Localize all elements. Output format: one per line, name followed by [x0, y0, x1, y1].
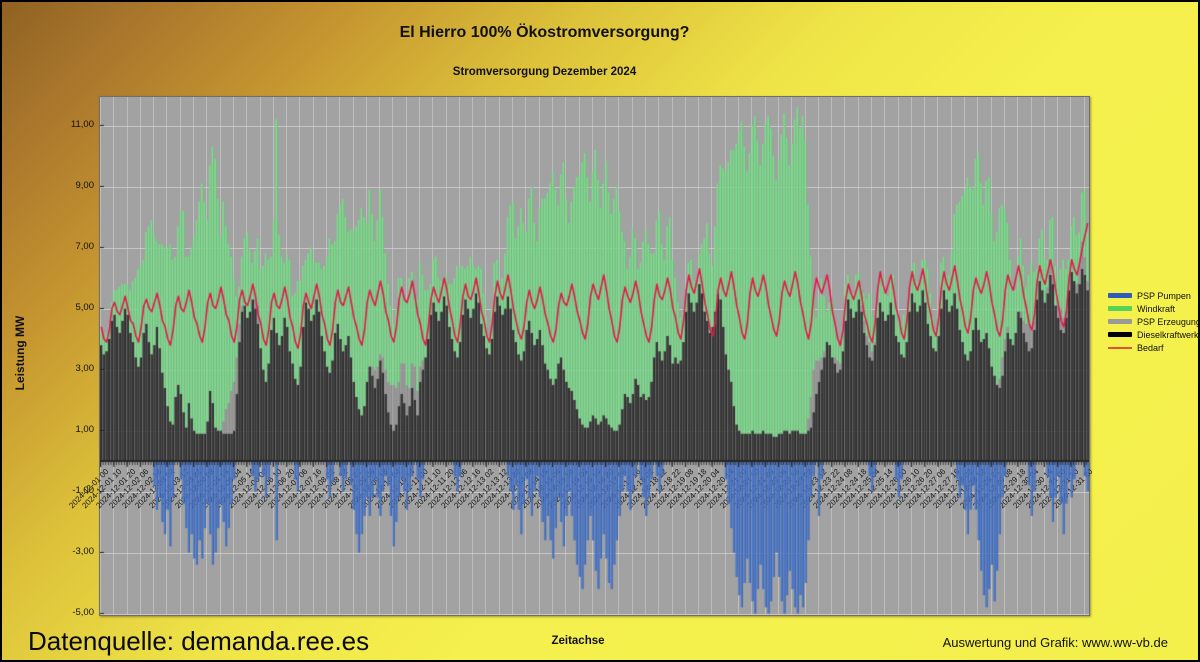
- legend-swatch-bar: [1108, 332, 1132, 337]
- legend-item: PSP Pumpen: [1108, 290, 1198, 301]
- legend-swatch-bar: [1108, 293, 1132, 298]
- legend-item: Windkraft: [1108, 303, 1198, 314]
- y-tick-label: 7,00: [75, 240, 95, 252]
- legend-label: PSP Pumpen: [1137, 290, 1191, 301]
- y-tick-label: 3,00: [75, 362, 95, 374]
- legend-swatch-line: [1108, 346, 1132, 349]
- x-axis-title: Zeitachse: [551, 635, 605, 647]
- legend-item: PSP Erzeugung: [1108, 316, 1200, 327]
- y-tick-label: -1,00: [72, 484, 94, 496]
- y-tick-label: -5,00: [72, 606, 94, 618]
- legend-item: Dieselkraftwerk: [1108, 329, 1199, 340]
- y-tick-label: 1,00: [75, 423, 95, 435]
- y-tick-label: 5,00: [75, 301, 95, 313]
- legend-item: Bedarf: [1108, 342, 1198, 353]
- legend-label: PSP Erzeugung: [1137, 316, 1200, 327]
- legend-label: Windkraft: [1137, 303, 1176, 314]
- y-tick-label: 11,00: [70, 118, 94, 130]
- legend-swatch-bar: [1108, 319, 1132, 324]
- legend-label: Bedarf: [1137, 342, 1164, 353]
- y-tick-label: 9,00: [75, 179, 95, 191]
- page-title: El Hierro 100% Ökostromversorgung?: [399, 24, 690, 41]
- chart-canvas: [100, 97, 1089, 615]
- data-source-label: Datenquelle: demanda.ree.es: [28, 626, 370, 656]
- legend-label: Dieselkraftwerk: [1137, 329, 1199, 340]
- page-subtitle: Stromversorgung Dezember 2024: [452, 66, 637, 78]
- legend: PSP Pumpen Windkraft PSP Erzeugung Dieselkr…: [1108, 290, 1200, 356]
- y-axis-title: Leistung MW: [13, 315, 27, 391]
- y-tick-label: -3,00: [72, 545, 94, 557]
- credit-label: Auswertung und Grafik: www.ww-vb.de: [942, 635, 1168, 650]
- legend-swatch-bar: [1108, 306, 1132, 311]
